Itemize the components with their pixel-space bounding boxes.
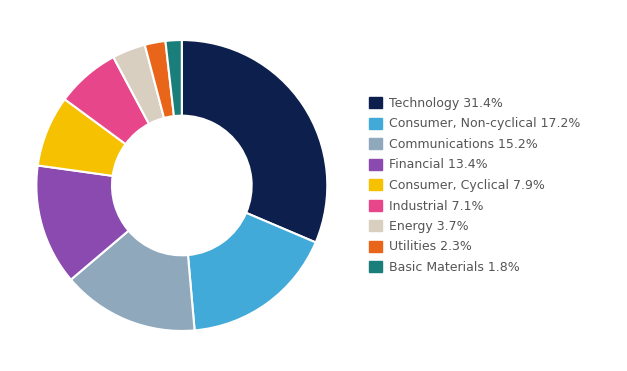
Wedge shape (65, 57, 149, 144)
Wedge shape (71, 231, 194, 331)
Wedge shape (38, 99, 125, 176)
Wedge shape (166, 40, 182, 116)
Wedge shape (188, 213, 315, 331)
Wedge shape (145, 41, 174, 118)
Wedge shape (113, 45, 164, 124)
Legend: Technology 31.4%, Consumer, Non-cyclical 17.2%, Communications 15.2%, Financial : Technology 31.4%, Consumer, Non-cyclical… (363, 91, 587, 280)
Wedge shape (182, 40, 327, 242)
Wedge shape (36, 165, 129, 280)
